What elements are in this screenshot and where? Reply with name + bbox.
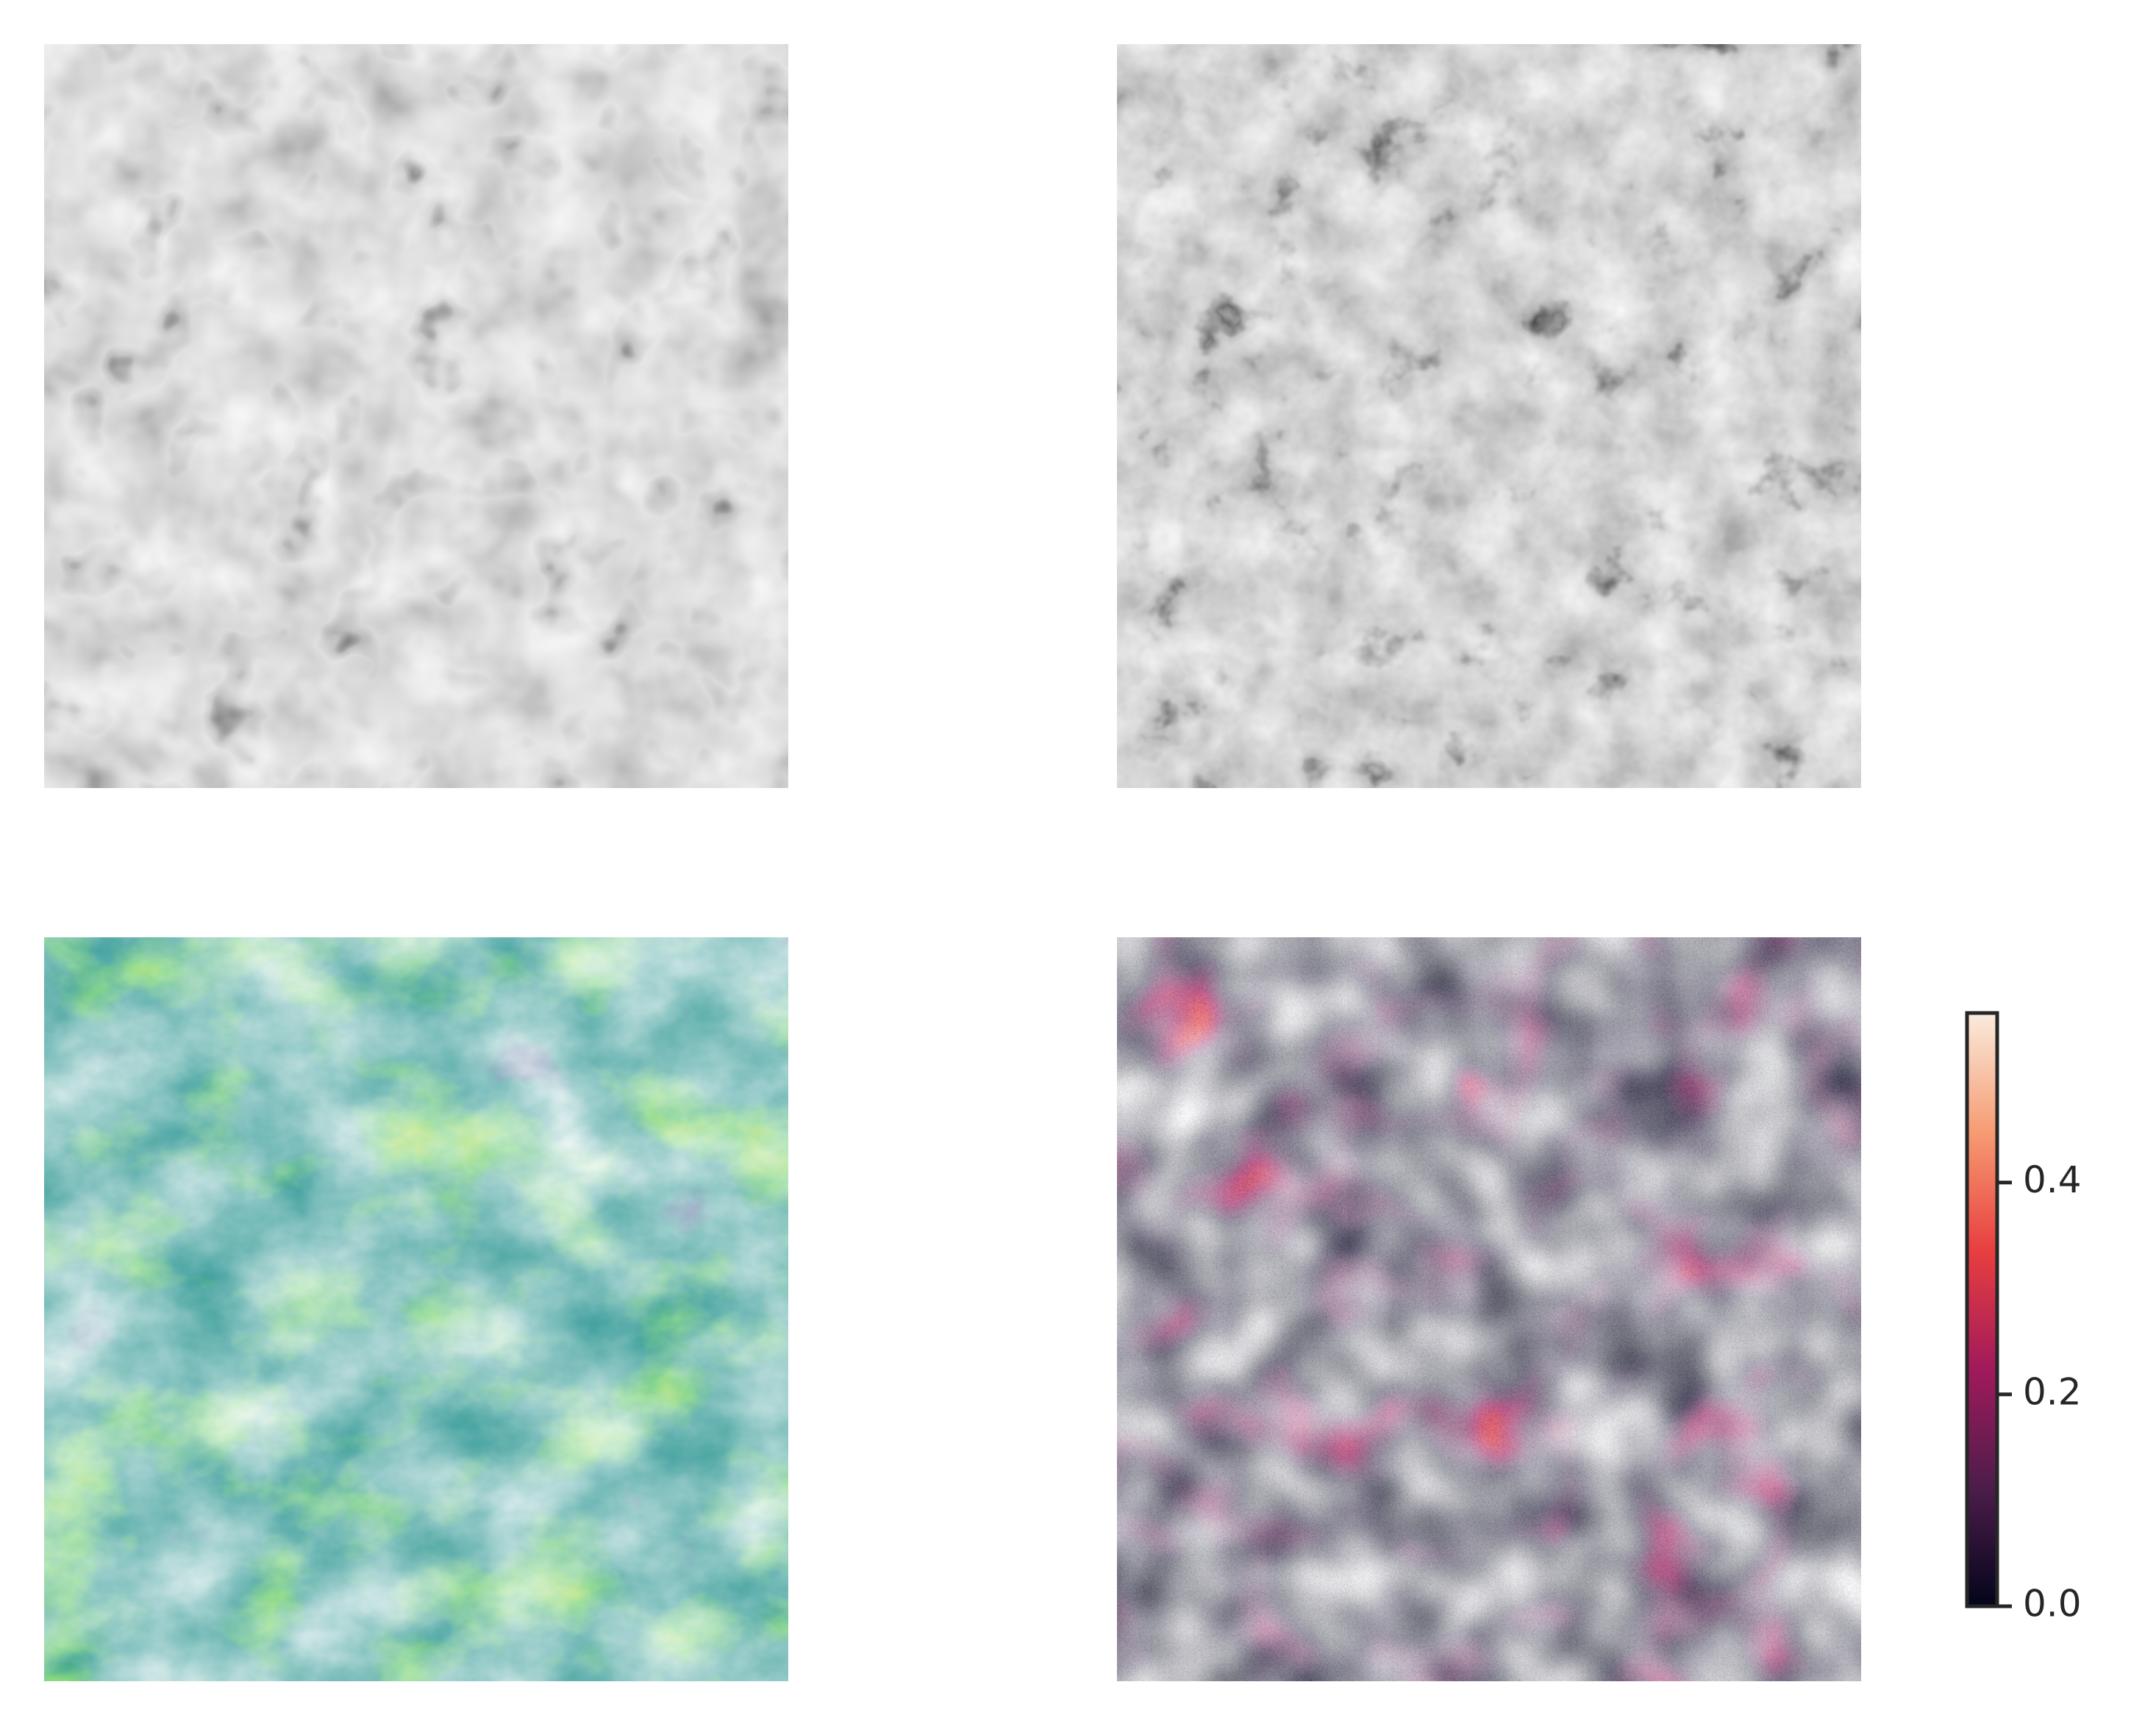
- colorbar-fill: [1967, 1013, 1997, 1606]
- y-tick-label: 0.0: [2023, 1583, 2082, 1625]
- image-panel: [44, 937, 788, 1681]
- y-tick-label: 0.4: [2023, 1159, 2082, 1201]
- image-panel: [1117, 44, 1861, 788]
- colorbar-outline: [1965, 1011, 1999, 1608]
- y-tick-label: 0.2: [2023, 1370, 2082, 1413]
- image-panel: [44, 44, 788, 788]
- colorbar: 0.0 0.2 0.4: [1965, 1011, 2082, 1625]
- image-panel: [1117, 937, 1861, 1681]
